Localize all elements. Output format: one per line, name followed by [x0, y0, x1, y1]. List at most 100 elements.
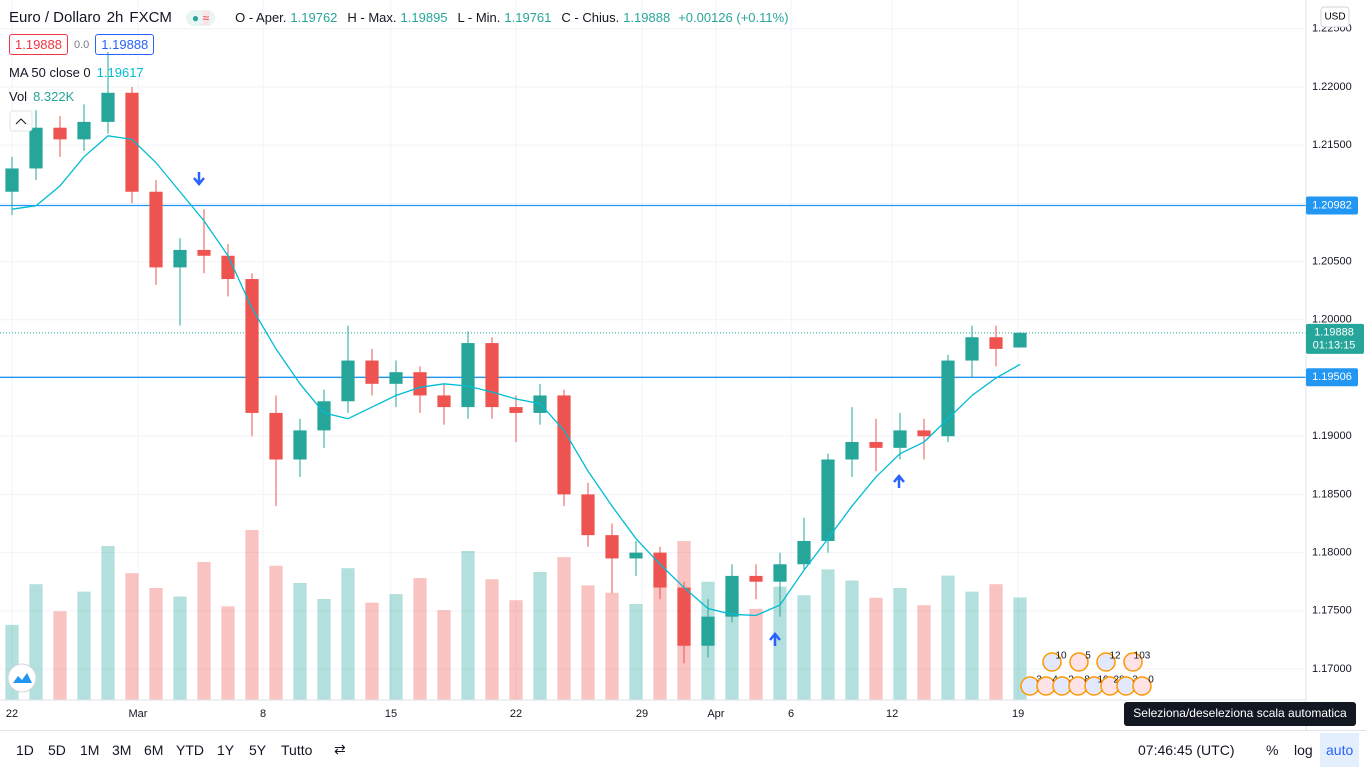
y-tick-label: 1.18000 — [1312, 547, 1352, 559]
signal-arrow-down — [193, 172, 205, 186]
candle-body — [605, 535, 619, 559]
range-button[interactable]: Tutto — [281, 742, 313, 758]
x-tick-label: 19 — [1012, 708, 1024, 720]
volume-bar — [605, 592, 619, 700]
event-icon[interactable] — [1132, 676, 1152, 696]
candle-body — [293, 430, 307, 460]
clock: 07:46:45 (UTC) — [1138, 742, 1235, 758]
price-line-label: 1.20982 — [1312, 199, 1352, 211]
event-icon[interactable] — [1042, 652, 1062, 672]
candle-body — [557, 395, 571, 495]
candle-body — [365, 360, 379, 384]
ma-label: MA 50 close 0 — [9, 65, 91, 80]
ohlc-label: C - Chius. — [561, 10, 620, 25]
range-button[interactable]: 5Y — [249, 742, 267, 758]
x-tick-label: Apr — [707, 708, 724, 720]
y-tick-label: 1.19000 — [1312, 430, 1352, 442]
bottom-toolbar: ⇄ 07:46:45 (UTC) % log auto 1D 5D 1M 3M 6M YT… — [0, 730, 1366, 769]
vol-value: 8.322K — [33, 89, 75, 104]
candle-body — [989, 337, 1003, 349]
candle-body — [269, 412, 283, 460]
collapse-icon — [15, 118, 27, 125]
percent-button[interactable]: % — [1266, 742, 1279, 758]
tooltip-text: Seleziona/deseleziona scala automatica — [1133, 706, 1347, 720]
spread: 0.0 — [74, 38, 90, 51]
range-button[interactable]: 1Y — [217, 742, 235, 758]
candle-body — [461, 343, 475, 408]
countdown: 01:13:15 — [1313, 340, 1356, 352]
volume-bar — [965, 591, 979, 700]
candle-body — [509, 407, 523, 413]
event-icon[interactable] — [1069, 652, 1089, 672]
logo-mark — [13, 673, 32, 683]
exchange: FXCM — [129, 9, 172, 26]
vol-row: Vol 8.322K — [9, 89, 74, 104]
x-tick-label: 15 — [385, 708, 397, 720]
volume-bar — [413, 578, 427, 700]
candle-body — [77, 121, 91, 140]
volume-bar — [557, 557, 571, 700]
y-tick-label: 1.22000 — [1312, 81, 1352, 93]
volume-bar — [629, 603, 643, 700]
auto-button[interactable]: auto — [1320, 733, 1360, 767]
event-icon[interactable] — [1123, 652, 1143, 672]
volume-bar — [533, 571, 547, 700]
quote-row: 1.19888 0.0 1.19888 — [9, 34, 155, 55]
y-tick-label: 1.21500 — [1312, 139, 1352, 151]
range-button[interactable]: 6M — [144, 742, 164, 758]
candle-body — [701, 616, 715, 646]
x-tick-label: 6 — [788, 708, 794, 720]
ohlc-label: H - Max. — [347, 10, 397, 25]
price-line-label: 1.19506 — [1312, 371, 1352, 383]
volume-bar — [221, 606, 235, 700]
candle-body — [341, 360, 355, 402]
compare-icon[interactable]: ⇄ — [334, 741, 346, 757]
range-button[interactable]: YTD — [176, 742, 204, 758]
candle-body — [869, 442, 883, 448]
bid[interactable]: 1.19888 — [9, 34, 68, 55]
currency-button[interactable] — [1320, 6, 1350, 28]
ohlc-label: O - Aper. — [235, 10, 287, 25]
ohlc-value: 1.19761 — [504, 10, 552, 25]
status-badge[interactable]: ● ≈ — [185, 9, 216, 26]
volume-bar — [725, 590, 739, 700]
collapse-button[interactable] — [9, 110, 33, 132]
x-tick-label: Mar — [129, 708, 148, 720]
range-button[interactable]: 1M — [80, 742, 100, 758]
volume-bar — [941, 575, 955, 700]
event-count: 12 — [1109, 651, 1121, 662]
ohlc-value: 1.19762 — [290, 10, 338, 25]
volume-bar — [269, 565, 283, 700]
y-tick-label: 1.20000 — [1312, 314, 1352, 326]
candle-body — [653, 552, 667, 588]
range-button[interactable]: 1D — [16, 742, 34, 758]
volume-bar — [53, 611, 67, 700]
range-button[interactable]: 5D — [48, 742, 66, 758]
ask[interactable]: 1.19888 — [95, 34, 155, 55]
candle-body — [677, 587, 691, 646]
x-tick-label: 8 — [260, 708, 266, 720]
ohlc-value: 1.19895 — [400, 10, 448, 25]
logo[interactable] — [7, 663, 37, 693]
volume-bar — [293, 582, 307, 700]
candle-body — [389, 372, 403, 384]
range-button[interactable]: 3M — [112, 742, 132, 758]
candle-body — [821, 459, 835, 541]
log-button[interactable]: log — [1294, 742, 1313, 758]
volume-bar — [989, 584, 1003, 700]
volume-bar — [173, 596, 187, 700]
candle-body — [197, 249, 211, 256]
event-icon[interactable] — [1096, 652, 1116, 672]
price-line-tag — [1306, 196, 1358, 215]
candle-body — [773, 564, 787, 582]
interval: 2h — [106, 9, 124, 26]
volume-bar — [437, 610, 451, 700]
volume-bar — [77, 591, 91, 700]
volume-bar — [869, 597, 883, 700]
volume-bar — [653, 574, 667, 700]
volume-bar — [1013, 597, 1027, 700]
ohlc-value: 1.19888 — [623, 10, 671, 25]
volume-bar — [317, 598, 331, 700]
volume-bar — [197, 562, 211, 700]
